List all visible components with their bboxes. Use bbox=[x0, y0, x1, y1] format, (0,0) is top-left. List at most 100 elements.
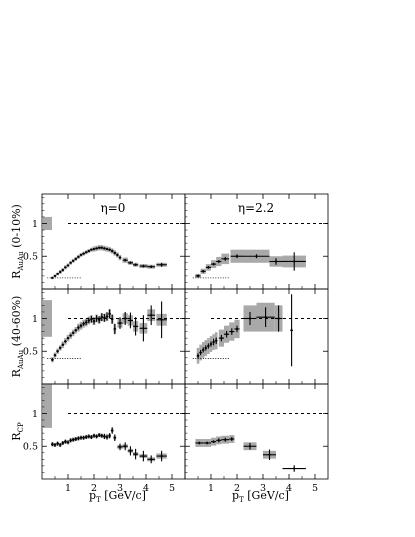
data-point bbox=[77, 325, 80, 330]
point-marker bbox=[116, 253, 119, 257]
point-marker bbox=[108, 312, 111, 315]
point-marker bbox=[87, 249, 90, 253]
data-point bbox=[51, 442, 54, 447]
point-marker bbox=[111, 318, 114, 321]
y-axis-title-main: R bbox=[10, 432, 23, 441]
data-point bbox=[90, 315, 93, 323]
point-marker bbox=[100, 246, 103, 249]
data-point bbox=[103, 247, 106, 250]
data-point bbox=[84, 435, 88, 440]
point-marker bbox=[69, 334, 72, 337]
data-point bbox=[133, 263, 139, 267]
data-point bbox=[66, 440, 70, 445]
data-point bbox=[95, 434, 98, 439]
data-point bbox=[234, 325, 240, 333]
data-point bbox=[82, 435, 85, 440]
x-axis-titles: pT [GeV/c] pT [GeV/c] bbox=[89, 489, 289, 504]
point-marker bbox=[196, 354, 200, 357]
data-point bbox=[64, 340, 67, 343]
point-marker bbox=[98, 434, 101, 437]
panel: 0.51 bbox=[23, 288, 186, 385]
data-point bbox=[290, 294, 293, 367]
point-marker bbox=[51, 276, 54, 279]
data-point bbox=[201, 347, 205, 353]
point-marker bbox=[212, 340, 215, 344]
data-point bbox=[61, 343, 65, 346]
point-marker bbox=[111, 249, 114, 253]
data-point bbox=[108, 248, 111, 251]
data-point bbox=[69, 438, 72, 443]
point-marker bbox=[113, 436, 116, 439]
data-point bbox=[200, 270, 206, 273]
data-point bbox=[92, 433, 96, 438]
x-axis-title-unit: [GeV/c] bbox=[101, 489, 146, 502]
data-point bbox=[82, 252, 85, 255]
data-point bbox=[274, 305, 283, 332]
data-point bbox=[79, 253, 83, 257]
point-marker bbox=[118, 321, 122, 325]
data-point bbox=[110, 314, 114, 324]
data-point bbox=[51, 276, 54, 279]
point-marker bbox=[202, 348, 205, 352]
point-marker bbox=[92, 434, 96, 437]
point-marker bbox=[204, 346, 207, 350]
point-marker bbox=[108, 434, 111, 437]
x-tick-label: 5 bbox=[169, 483, 175, 494]
data-point bbox=[51, 358, 54, 362]
normalization-box bbox=[43, 216, 52, 231]
panel-grid: 0.510.510.511 2 3 4 5 1 2 3 4 5 bbox=[23, 193, 329, 494]
data-point bbox=[243, 311, 257, 326]
point-marker bbox=[56, 442, 59, 445]
data-point bbox=[230, 254, 244, 259]
point-marker bbox=[92, 247, 96, 251]
data-point bbox=[71, 259, 75, 262]
point-marker bbox=[79, 253, 83, 257]
data-point bbox=[66, 264, 70, 267]
point-marker bbox=[113, 251, 116, 255]
data-point bbox=[92, 317, 96, 325]
data-point bbox=[71, 331, 75, 335]
data-point bbox=[117, 443, 123, 451]
data-point bbox=[156, 450, 167, 462]
y-axis-title: RAuAu (40-60%) bbox=[10, 296, 25, 378]
point-marker bbox=[59, 443, 62, 447]
y-tick-label: 0.5 bbox=[23, 442, 38, 453]
panel: 0.51 bbox=[23, 193, 186, 290]
point-marker bbox=[124, 259, 127, 262]
point-marker bbox=[290, 329, 293, 332]
data-point bbox=[204, 345, 208, 351]
data-point bbox=[108, 433, 111, 439]
point-marker bbox=[160, 263, 163, 266]
data-point bbox=[97, 433, 101, 438]
point-marker bbox=[69, 261, 72, 264]
point-marker bbox=[95, 247, 98, 250]
data-point bbox=[77, 436, 80, 441]
data-point bbox=[84, 251, 88, 254]
data-point bbox=[103, 313, 106, 322]
point-marker bbox=[220, 337, 223, 340]
y-axis-title-main: R bbox=[10, 368, 23, 377]
point-marker bbox=[105, 435, 109, 439]
data-point bbox=[71, 437, 75, 442]
point-marker bbox=[230, 437, 233, 441]
point-marker bbox=[207, 344, 210, 348]
point-marker bbox=[90, 318, 93, 321]
point-marker bbox=[79, 324, 83, 327]
data-point bbox=[108, 309, 111, 319]
point-marker bbox=[160, 454, 163, 458]
data-point bbox=[53, 274, 57, 277]
y-axis-title-suffix: (40-60%) bbox=[10, 296, 23, 350]
data-point bbox=[56, 272, 59, 276]
point-marker bbox=[64, 266, 67, 269]
data-point bbox=[113, 251, 117, 255]
data-point bbox=[87, 249, 91, 253]
data-point bbox=[117, 317, 123, 329]
point-marker bbox=[224, 257, 227, 260]
point-marker bbox=[66, 264, 70, 267]
data-point bbox=[269, 258, 283, 265]
x-axis-title-main: p bbox=[232, 489, 239, 502]
data-point bbox=[58, 442, 62, 447]
point-marker bbox=[72, 438, 75, 441]
data-point bbox=[53, 353, 57, 357]
